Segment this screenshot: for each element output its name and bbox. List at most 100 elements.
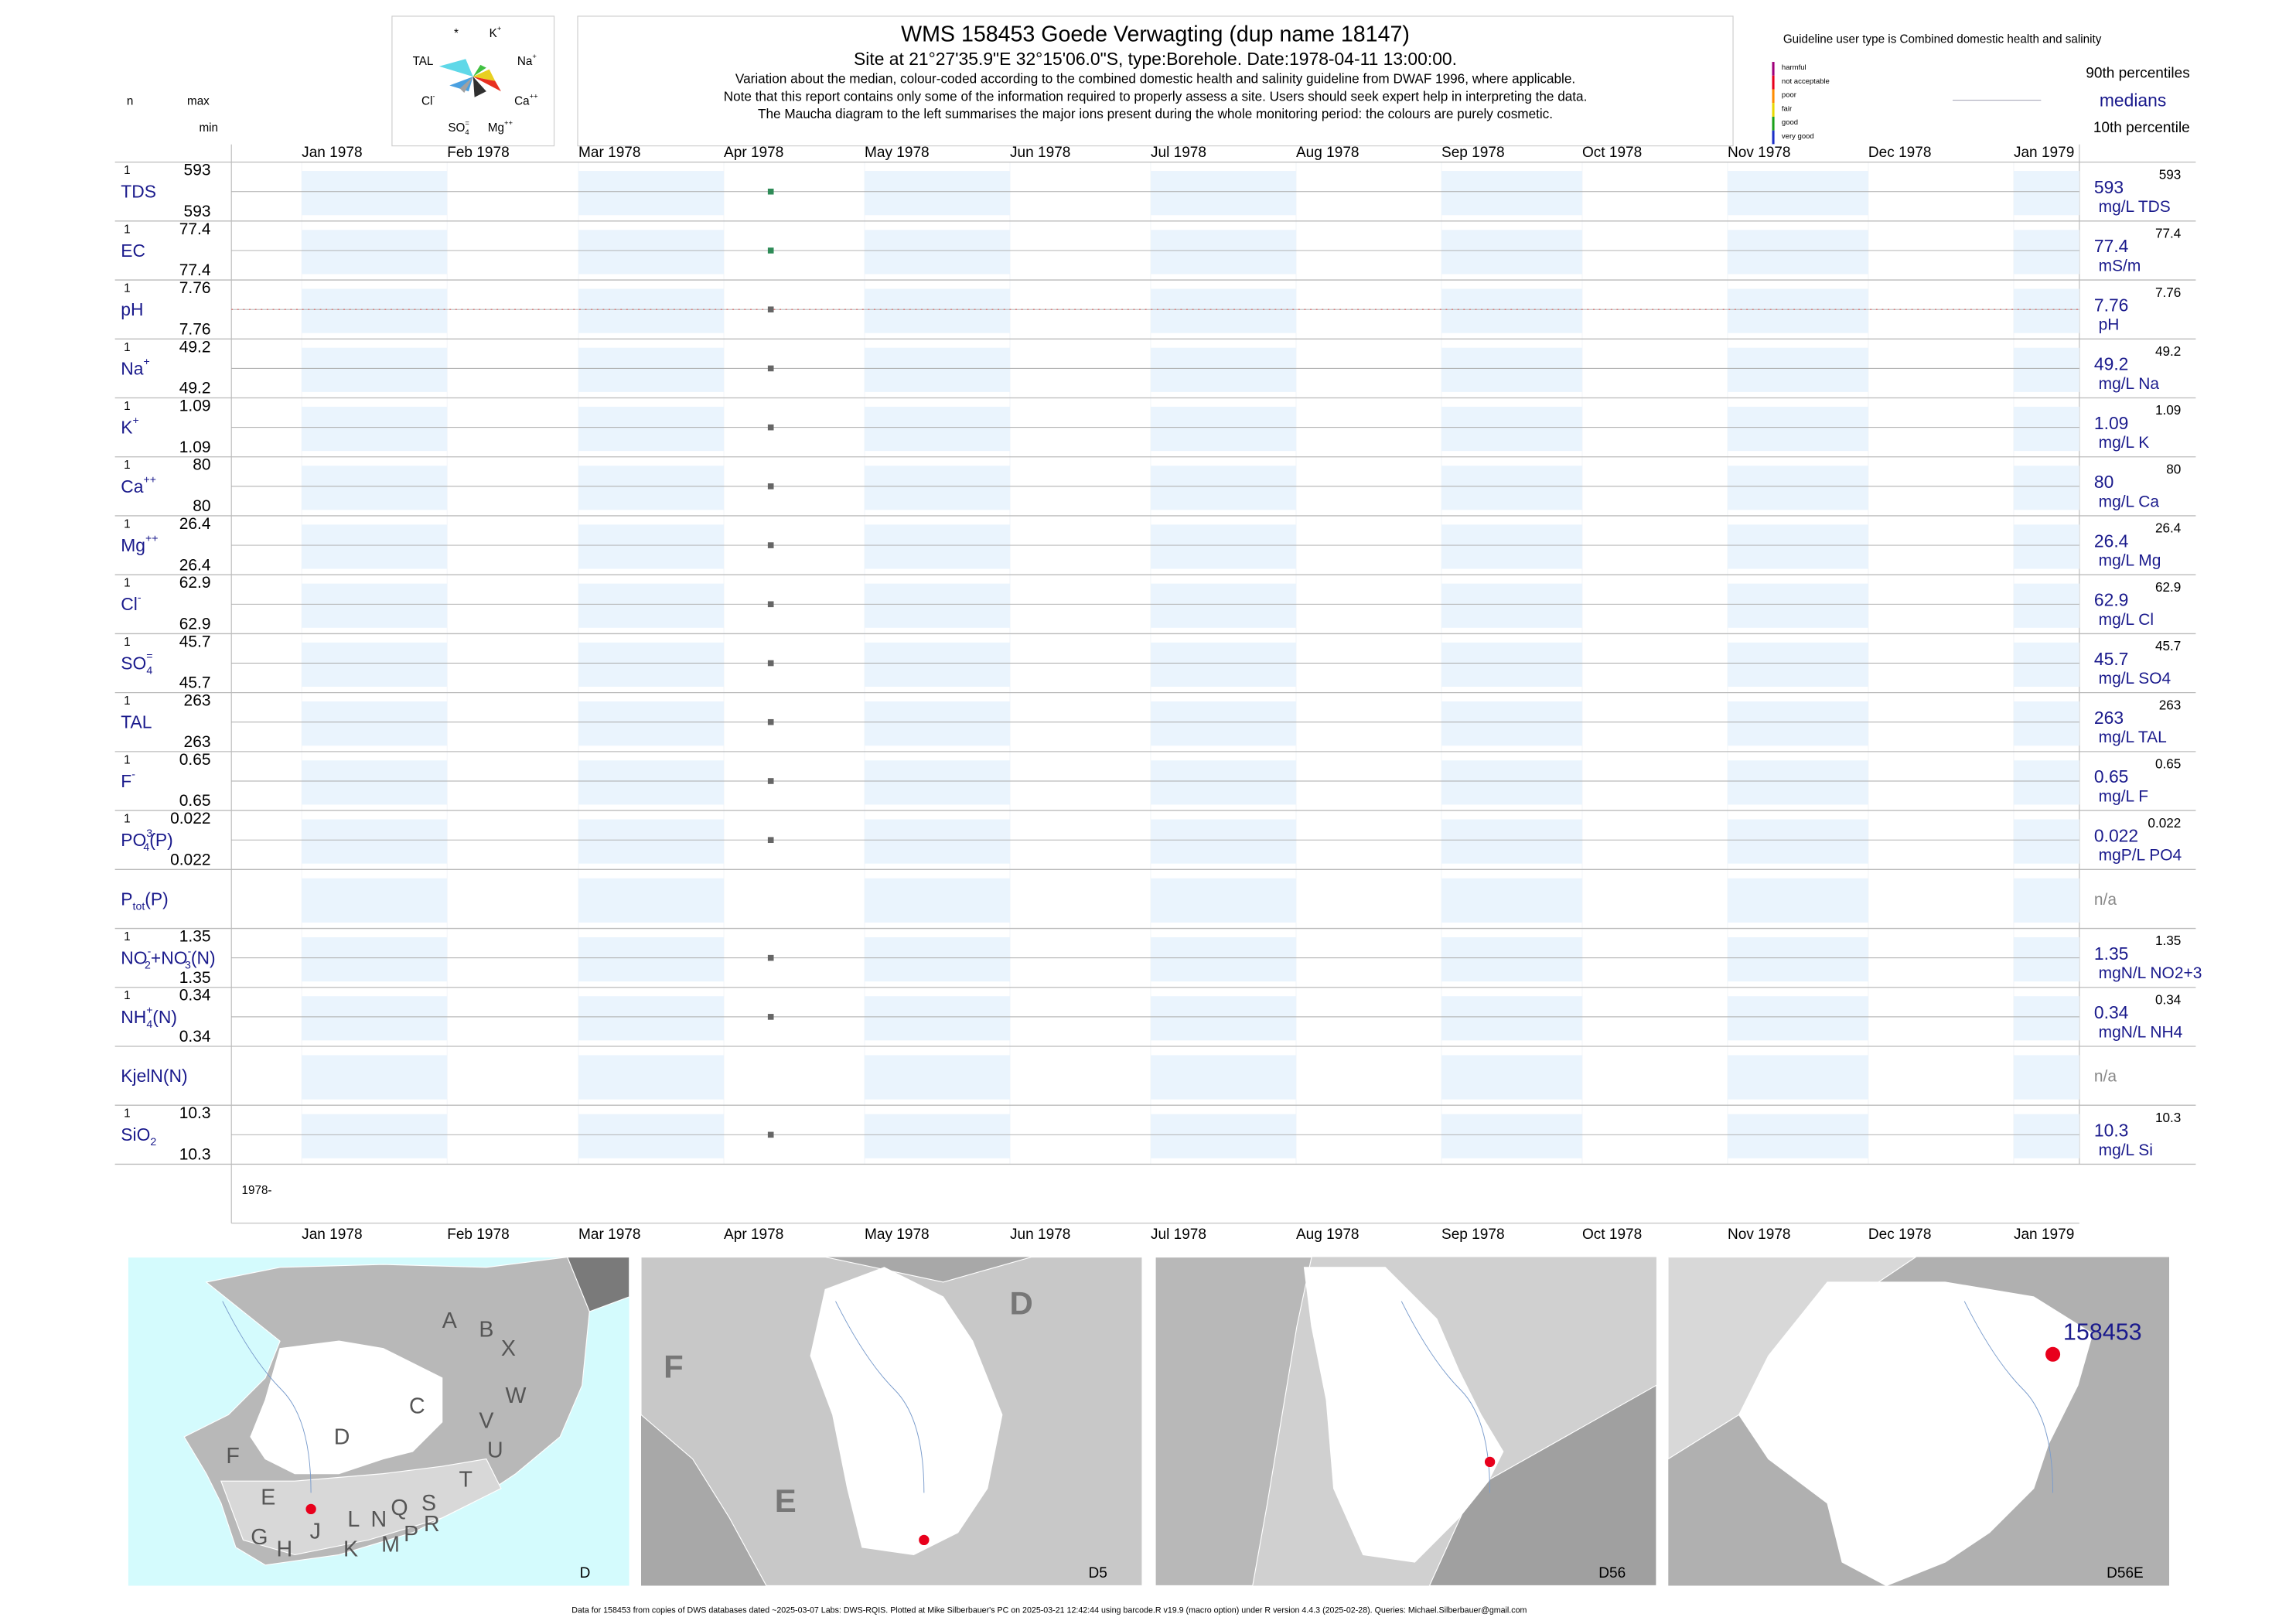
max-label: 62.9 [179,574,211,592]
sample-point [767,1014,774,1020]
month-band [1150,466,1296,510]
river [1963,1301,2054,1493]
month-band [864,171,1011,216]
n-label: 1 [124,282,130,295]
map-area [250,1340,443,1475]
month-band [1441,642,1582,687]
label-part: TDS [121,182,156,202]
river [1400,1301,1491,1493]
median-value: 7.76 [2094,295,2129,315]
x-tick-label: Jan 1979 [2014,1227,2074,1243]
month-band [2013,288,2079,333]
n-label: 1 [124,400,130,413]
maucha-wedge [473,69,496,81]
month-band [578,937,725,982]
month-band [864,406,1011,452]
note: The Maucha diagram to the left summarise… [758,106,1553,121]
x-tick-label: Sep 1978 [1441,1227,1505,1243]
right-max: 80 [2166,461,2181,476]
month-band [2013,347,2079,392]
label-part: - [148,945,152,957]
label-part: SiO [121,1124,150,1145]
month-band [1150,1055,1296,1100]
month-band [2013,466,2079,510]
row-label: NO-2+NO-3(N) [121,945,215,971]
month-band [2013,524,2079,569]
label-part: Na [121,358,144,378]
maucha-label: TAL [413,55,434,68]
unit-label: mg/L SO4 [2099,670,2171,687]
min-label: 0.65 [179,792,211,810]
month-band [1727,642,1868,687]
month-band [1441,937,1582,982]
label-part: K [121,418,132,438]
label-part: (P) [145,889,168,909]
row-label: KjelN(N) [121,1066,187,1086]
sample-point [767,247,774,254]
row-label: Cl- [121,592,142,615]
river [835,1301,925,1493]
label-part: K [490,27,497,40]
month-band [1150,760,1296,805]
month-band [1150,171,1296,216]
col-n: n [127,95,133,108]
x-tick-label: Nov 1978 [1728,1227,1791,1243]
map-area [810,1267,1003,1556]
label-part: TAL [121,712,152,732]
label-part: 4 [146,664,152,677]
month-band [2013,171,2079,216]
median-value: 49.2 [2094,354,2129,374]
legend-label: poor [1782,91,1797,100]
month-band [302,288,448,333]
median-value: 10.3 [2094,1121,2129,1141]
month-band [302,701,448,746]
n-label: 1 [124,164,130,177]
label-part: + [146,1004,152,1016]
month-band [864,524,1011,569]
month-band [864,230,1011,275]
month-band [864,1114,1011,1158]
month-band [2013,1114,2079,1158]
label-part: - [432,92,435,101]
na-label: n/a [2094,891,2117,909]
row-label: TAL [121,712,152,732]
median-value: 0.022 [2094,825,2138,845]
na-label: n/a [2094,1068,2117,1086]
maucha-wedge [459,77,473,94]
month-band [1727,583,1868,628]
month-band [302,642,448,687]
month-band [578,583,725,628]
label-part: + [144,356,150,368]
map-panel [1668,1257,2170,1586]
month-band [864,466,1011,510]
x-tick-label: Jan 1978 [302,1227,362,1243]
month-band [2013,1055,2079,1100]
month-band [2013,996,2079,1041]
month-band [578,171,725,216]
x-tick-label: Dec 1978 [1868,145,1932,161]
month-band [1727,288,1868,333]
month-band [864,1055,1011,1100]
region-label: M [381,1533,400,1557]
max-label: 80 [193,456,210,474]
right-max: 77.4 [2155,226,2182,241]
month-band [1727,347,1868,392]
max-label: 49.2 [179,338,211,356]
max-label: 0.022 [170,810,210,827]
row-label: F- [121,768,135,791]
max-label: 1.09 [179,397,211,415]
month-band [1727,406,1868,452]
unit-label: mS/m [2099,257,2141,275]
map-label: D56E [2107,1565,2144,1581]
month-band [1727,937,1868,982]
month-band [1441,996,1582,1041]
month-band [864,288,1011,333]
guideline-title: Guideline user type is Combined domestic… [1783,32,2102,46]
month-band [2013,583,2079,628]
map-area [1738,1281,2093,1586]
region-label: X [501,1336,516,1361]
maucha-label: Na+ [517,53,537,68]
month-band [1441,347,1582,392]
region-label: Q [391,1496,408,1520]
label-part: Ca [514,95,530,108]
